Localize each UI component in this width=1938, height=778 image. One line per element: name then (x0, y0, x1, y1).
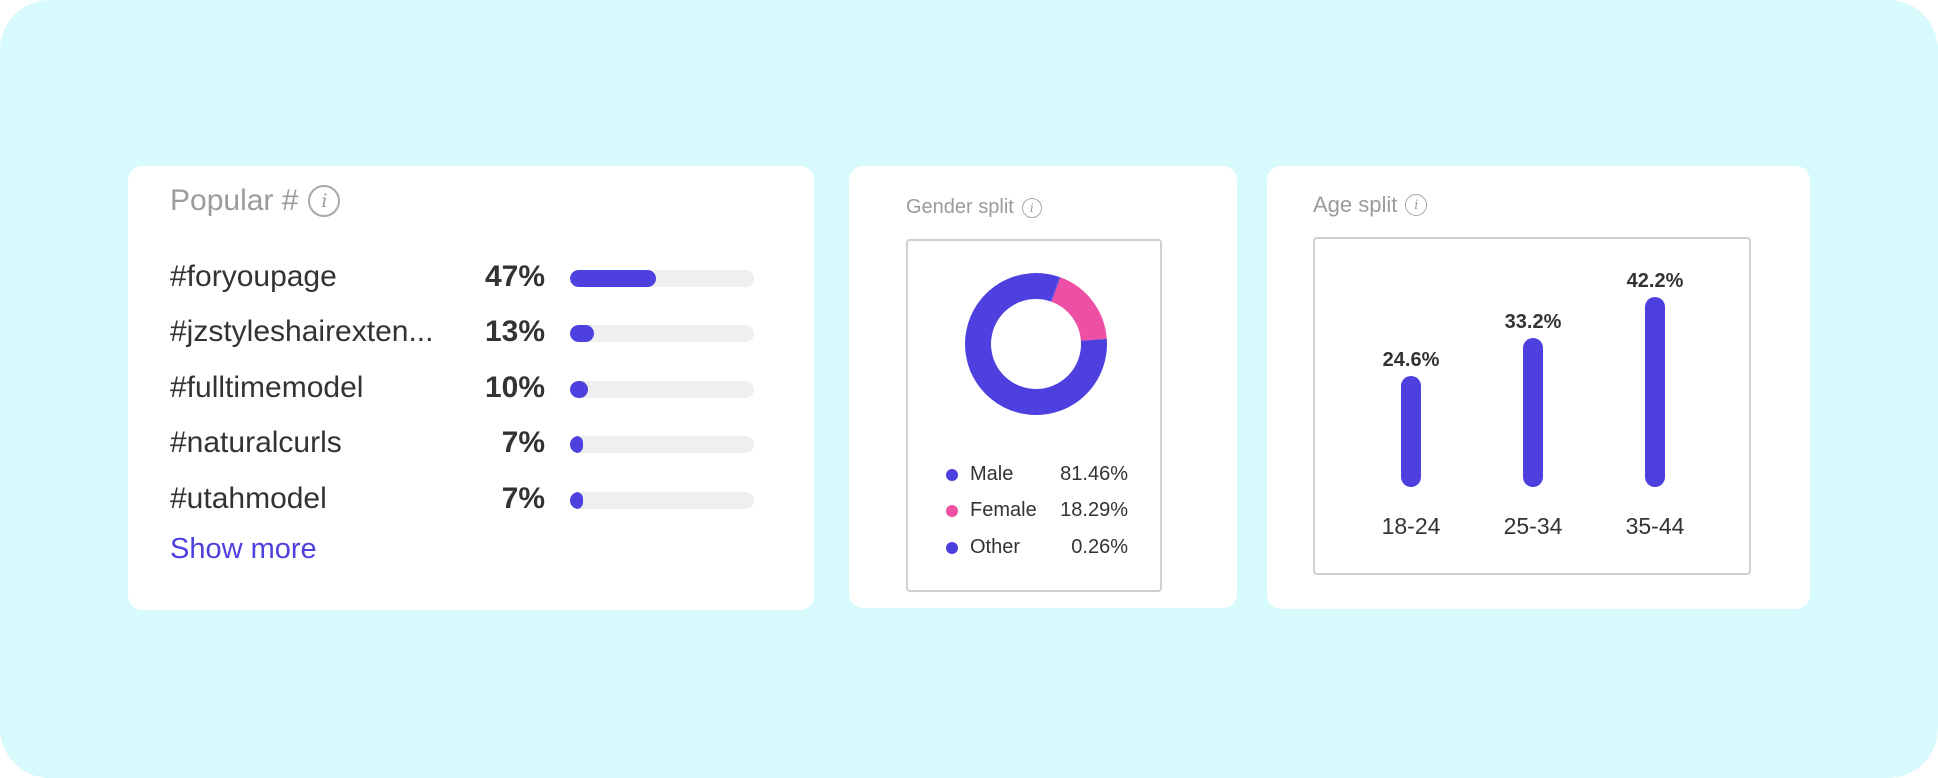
legend-label: Other (970, 536, 1021, 558)
hashtag-progress-track (570, 381, 754, 398)
hashtag-progress-track (570, 492, 754, 509)
age-bar (1523, 338, 1543, 487)
hashtag-row[interactable]: #naturalcurls 7% (170, 423, 770, 463)
hashtag-name: #naturalcurls (170, 426, 342, 459)
show-more-link[interactable]: Show more (170, 533, 317, 565)
legend-value: 81.46% (1060, 463, 1128, 485)
popular-hashtags-title: Popular # i (170, 184, 341, 218)
gender-donut-chart (965, 273, 1107, 415)
donut-slice-male (965, 273, 1107, 415)
hashtag-progress-track (570, 325, 754, 342)
age-category-label: 18-24 (1382, 513, 1441, 539)
hashtag-progress-track (570, 270, 754, 287)
age-bar-data-label: 24.6% (1383, 349, 1440, 371)
legend-item: Female 18.29% (946, 497, 1146, 523)
hashtag-progress-fill (570, 270, 656, 287)
age-bar-chart: 24.6% 18-24 33.2% 25-34 42.2% 35-44 (1382, 270, 1685, 539)
gender-chart-box: Male 81.46% Female 18.29% Other 0.26% (906, 239, 1162, 592)
hashtag-progress-fill (570, 325, 594, 342)
legend-label: Male (970, 463, 1014, 485)
gender-split-title: Gender split i (906, 196, 1042, 219)
age-category-label: 35-44 (1626, 513, 1685, 539)
age-split-card: Age split i 24.6% 18-24 33.2% 25-34 42.2% 35-… (1267, 166, 1810, 609)
popular-hashtags-card: Popular # i #foryoupage 47% #jzstyleshaire… (128, 166, 814, 610)
donut-slice-female (1050, 277, 1107, 342)
hashtag-row[interactable]: #jzstyleshairexten... 13% (170, 312, 770, 352)
legend-value: 0.26% (1071, 536, 1128, 558)
age-bar-data-label: 33.2% (1505, 311, 1562, 333)
legend-dot-icon (946, 469, 958, 481)
hashtag-progress-fill (570, 492, 583, 509)
age-category-label: 25-34 (1504, 513, 1563, 539)
legend-label: Female (970, 499, 1037, 521)
legend-item: Male 81.46% (946, 461, 1146, 487)
legend-value: 18.29% (1060, 499, 1128, 521)
gender-split-title-text: Gender split (906, 196, 1014, 218)
hashtag-name: #utahmodel (170, 482, 327, 515)
age-chart-box: 24.6% 18-24 33.2% 25-34 42.2% 35-44 (1313, 237, 1751, 575)
age-split-title: Age split i (1313, 192, 1428, 218)
hashtag-row[interactable]: #fulltimemodel 10% (170, 368, 770, 408)
hashtag-percent: 7% (501, 426, 545, 459)
age-bar (1401, 376, 1421, 487)
hashtag-name: #jzstyleshairexten... (170, 315, 434, 348)
age-bar-data-label: 42.2% (1627, 270, 1684, 292)
hashtag-percent: 13% (484, 315, 545, 348)
age-split-title-text: Age split (1313, 192, 1398, 217)
hashtag-row[interactable]: #utahmodel 7% (170, 479, 770, 519)
legend-item: Other 0.26% (946, 534, 1146, 560)
hashtag-percent: 10% (484, 371, 545, 404)
popular-hashtags-title-text: Popular # (170, 184, 299, 217)
info-icon[interactable]: i (1405, 194, 1428, 216)
hashtag-progress-track (570, 436, 754, 453)
info-icon[interactable]: i (308, 185, 341, 217)
age-bar (1645, 297, 1665, 487)
hashtag-progress-fill (570, 436, 583, 453)
hashtag-row[interactable]: #foryoupage 47% (170, 257, 770, 297)
legend-dot-icon (946, 542, 958, 554)
hashtag-name: #foryoupage (170, 260, 337, 293)
legend-dot-icon (946, 505, 958, 517)
hashtag-percent: 7% (501, 482, 545, 515)
hashtag-percent: 47% (484, 260, 545, 293)
hashtag-name: #fulltimemodel (170, 371, 364, 404)
info-icon[interactable]: i (1021, 197, 1042, 218)
hashtag-progress-fill (570, 381, 588, 398)
gender-split-card: Gender split i Male 81.46% Female 18.29% Oth… (849, 166, 1237, 608)
